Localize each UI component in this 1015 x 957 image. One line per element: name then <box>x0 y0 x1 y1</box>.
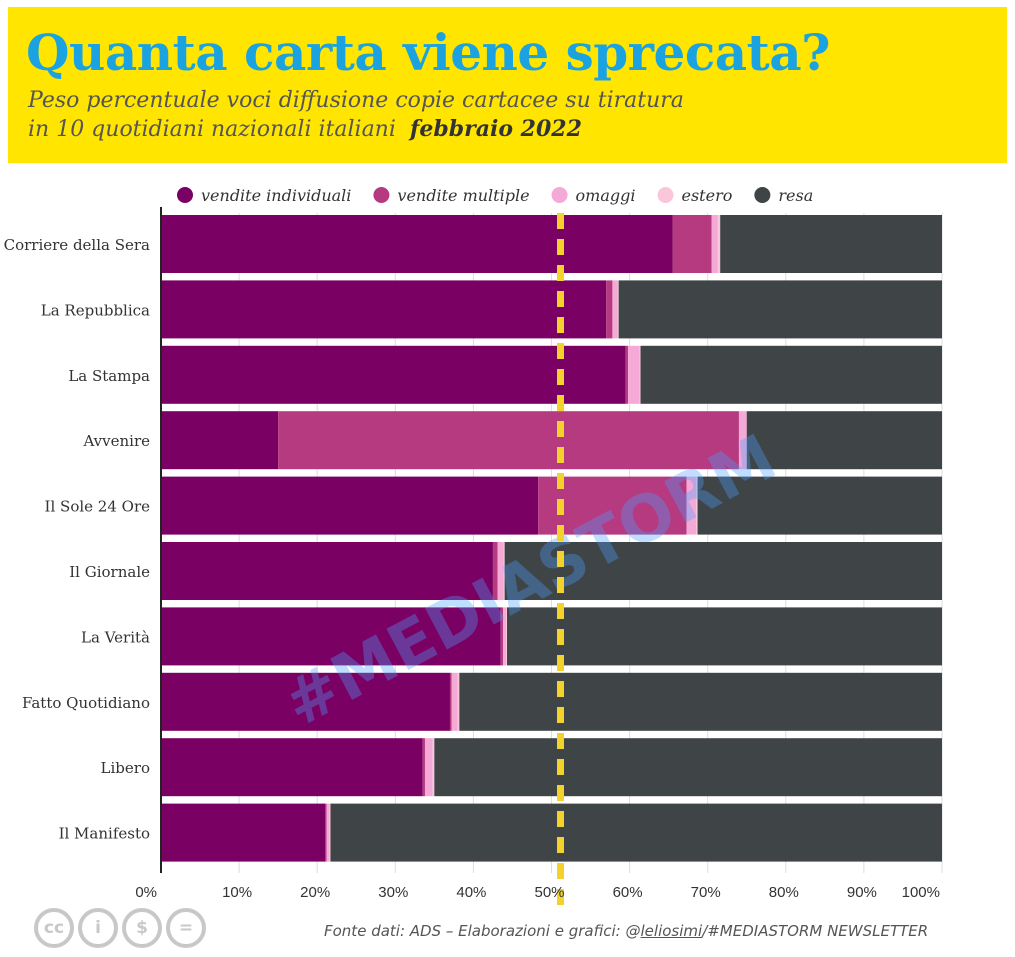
cc-icon: cc <box>34 908 74 948</box>
bar-segment <box>161 672 450 731</box>
bar-segment <box>612 280 618 339</box>
bar-segment <box>432 738 435 797</box>
bar-segment <box>672 215 712 273</box>
bar-segment <box>640 345 942 404</box>
nc-icon: $ <box>122 908 162 948</box>
license-badges: cc i $ = <box>34 908 206 948</box>
category-label: Il Giornale <box>69 563 150 581</box>
bar-segment <box>161 476 539 535</box>
category-label: Il Sole 24 Ore <box>45 498 151 516</box>
source-note: Fonte dati: ADS – Elaborazioni e grafici… <box>324 922 928 940</box>
bar-segment <box>717 215 721 273</box>
subtitle-line-2: in 10 quotidiani nazionali italiani <box>28 117 396 142</box>
bar-segment <box>628 345 640 404</box>
bar-segment <box>161 738 423 797</box>
bar-segment <box>625 345 629 404</box>
bar-segment <box>278 411 739 470</box>
bar-segment <box>503 542 505 600</box>
legend-label: estero <box>682 186 733 205</box>
x-tick-label: 80% <box>769 884 799 901</box>
bar-segment <box>506 607 942 666</box>
bar-segment <box>434 738 942 797</box>
x-tick-label: 70% <box>691 884 721 901</box>
legend-swatch <box>551 187 568 203</box>
bar-segment <box>506 607 507 666</box>
category-label: Libero <box>101 759 150 777</box>
bar-segment <box>422 738 425 797</box>
subtitle-period: febbraio 2022 <box>409 116 582 142</box>
category-label: Il Manifesto <box>59 825 150 843</box>
x-tick-label: 20% <box>300 884 330 901</box>
legend-label: vendite individuali <box>201 186 351 205</box>
bar-segment <box>720 215 942 273</box>
category-label: Avvenire <box>82 432 150 450</box>
bar-segment <box>161 411 279 470</box>
bar-segment <box>325 803 327 862</box>
bar-segment <box>492 542 498 600</box>
nd-icon: = <box>166 908 206 948</box>
legend-swatch <box>657 187 674 203</box>
legend-swatch <box>177 187 193 203</box>
bar-segment <box>161 607 501 666</box>
x-tick-label: 10% <box>222 884 252 901</box>
legend-label: omaggi <box>576 186 636 205</box>
bar-segment <box>161 215 673 273</box>
bar-segment <box>697 476 942 535</box>
x-tick-label: 100% <box>902 884 940 901</box>
category-label: Corriere della Sera <box>4 236 150 254</box>
bar-segment <box>161 542 493 600</box>
title-banner: Quanta carta viene sprecata? Peso percen… <box>8 7 1007 163</box>
legend-label: resa <box>778 186 813 205</box>
bar-segment <box>161 345 626 404</box>
x-tick-label: 0% <box>135 884 157 901</box>
bar-segment <box>618 280 942 339</box>
bar-segment <box>497 542 504 600</box>
bar-segment <box>639 345 641 404</box>
bar-segment <box>161 280 607 339</box>
bar-segment <box>686 476 696 535</box>
bar-segment <box>746 411 942 470</box>
bar-segment <box>711 215 718 273</box>
bar-segment <box>457 672 460 731</box>
bar-segment <box>161 803 326 862</box>
bar-segment <box>504 542 942 600</box>
bar-segment <box>451 672 458 731</box>
bar-segment <box>326 803 330 862</box>
bar-segment <box>695 476 698 535</box>
source-prefix: Fonte dati: ADS – Elaborazioni e grafici… <box>324 922 641 940</box>
bar-segment <box>459 672 942 731</box>
bar-segment <box>449 672 452 731</box>
category-label: La Verità <box>81 628 150 646</box>
bar-segment <box>424 738 433 797</box>
bar-segment <box>617 280 619 339</box>
bar-segment <box>503 607 507 666</box>
x-tick-label: 30% <box>378 884 408 901</box>
x-tick-label: 90% <box>847 884 877 901</box>
category-label: La Repubblica <box>41 301 150 319</box>
legend-swatch <box>754 187 771 203</box>
x-tick-label: 50% <box>534 884 564 901</box>
legend-swatch <box>373 187 390 203</box>
bar-segment <box>329 803 331 862</box>
legend-label: vendite multiple <box>397 186 529 205</box>
chart-subtitle: Peso percentuale voci diffusione copie c… <box>28 87 684 144</box>
x-tick-label: 40% <box>456 884 486 901</box>
bar-segment <box>738 411 747 470</box>
source-suffix: /#MEDIASTORM NEWSLETTER <box>702 922 929 940</box>
source-handle-link[interactable]: leliosimi <box>640 922 703 940</box>
chart-title: Quanta carta viene sprecata? <box>26 23 830 82</box>
bar-segment <box>500 607 504 666</box>
x-tick-label: 60% <box>613 884 643 901</box>
bar-segment <box>606 280 613 339</box>
by-icon: i <box>78 908 118 948</box>
bar-segment <box>330 803 942 862</box>
subtitle-line-1: Peso percentuale voci diffusione copie c… <box>28 88 684 113</box>
category-label: La Stampa <box>68 367 150 385</box>
category-label: Fatto Quotidiano <box>22 694 150 712</box>
